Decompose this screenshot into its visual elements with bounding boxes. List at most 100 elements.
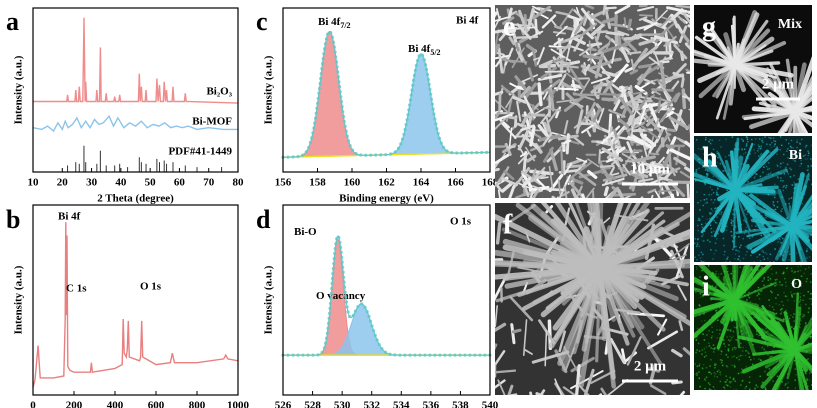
texture [773,183,776,186]
texture [603,217,611,224]
texture [808,379,811,381]
texture [538,59,554,69]
texture [709,142,712,145]
texture [702,363,705,366]
texture [730,222,733,224]
texture [757,148,760,150]
texture [790,219,812,228]
texture [694,35,737,67]
texture [714,207,716,210]
texture [549,148,558,171]
texture [734,253,737,256]
texture [807,385,809,387]
fit-envelope [283,235,490,356]
texture [807,342,810,345]
texture [700,251,703,254]
texture [781,208,783,210]
texture [716,284,718,286]
texture [765,216,767,219]
texture [524,82,538,99]
texture [751,265,753,267]
texture [802,155,805,157]
texture [779,136,782,138]
texture [771,231,773,233]
texture [798,301,801,303]
texture [617,189,625,198]
texture [800,149,802,151]
texture [775,272,778,275]
texture [595,30,608,34]
texture [708,140,710,143]
y-axis-label: Intensity (a.u.) [263,55,275,124]
texture [740,244,742,247]
texture [495,113,513,122]
texture [749,109,798,130]
texture [767,162,770,164]
texture [520,170,542,186]
texture [580,78,591,95]
label-sub: 7/2 [340,21,350,30]
texture [602,79,614,95]
texture [788,198,791,200]
texture [773,196,776,199]
texture [789,223,812,252]
texture [741,148,743,150]
texture [700,320,703,322]
texture [540,265,603,318]
texture [729,382,732,384]
texture [790,224,812,230]
texture [756,194,758,197]
texture [748,237,751,239]
texture [700,296,702,298]
texture [806,277,808,280]
texture [684,42,690,51]
texture [779,255,781,257]
texture [617,117,629,128]
texture [759,175,762,178]
texture [754,152,756,154]
texture [780,311,783,313]
panel-tag: O 1s [450,216,472,228]
texture [806,169,809,171]
texture [792,147,795,149]
texture [532,185,542,190]
texture [807,165,809,167]
texture [758,138,761,140]
texture [714,347,716,349]
texture [714,389,716,390]
texture [795,373,797,376]
texture [707,173,709,175]
texture [713,348,716,350]
texture [772,261,775,262]
texture [572,36,586,45]
texture [754,175,756,177]
texture [769,290,772,293]
texture [590,81,604,94]
texture [763,278,765,281]
y-axis-label: Intensity (a.u.) [13,55,25,124]
texture [766,345,769,347]
texture [781,381,783,383]
texture [753,357,755,360]
texture [696,259,698,261]
texture [710,337,713,339]
texture [782,272,785,275]
texture [539,389,546,395]
texture [519,74,539,84]
texture [765,209,794,228]
texture [734,258,736,260]
texture [728,63,737,106]
texture [804,322,807,324]
texture [723,387,726,390]
texture [779,149,782,151]
texture [741,347,798,374]
texture [759,375,761,378]
texture [703,240,705,242]
texture [798,280,800,282]
texture [526,7,535,32]
texture [500,182,513,193]
texture [623,91,646,97]
texture [726,379,728,381]
texture [793,300,796,302]
texture [590,76,611,84]
